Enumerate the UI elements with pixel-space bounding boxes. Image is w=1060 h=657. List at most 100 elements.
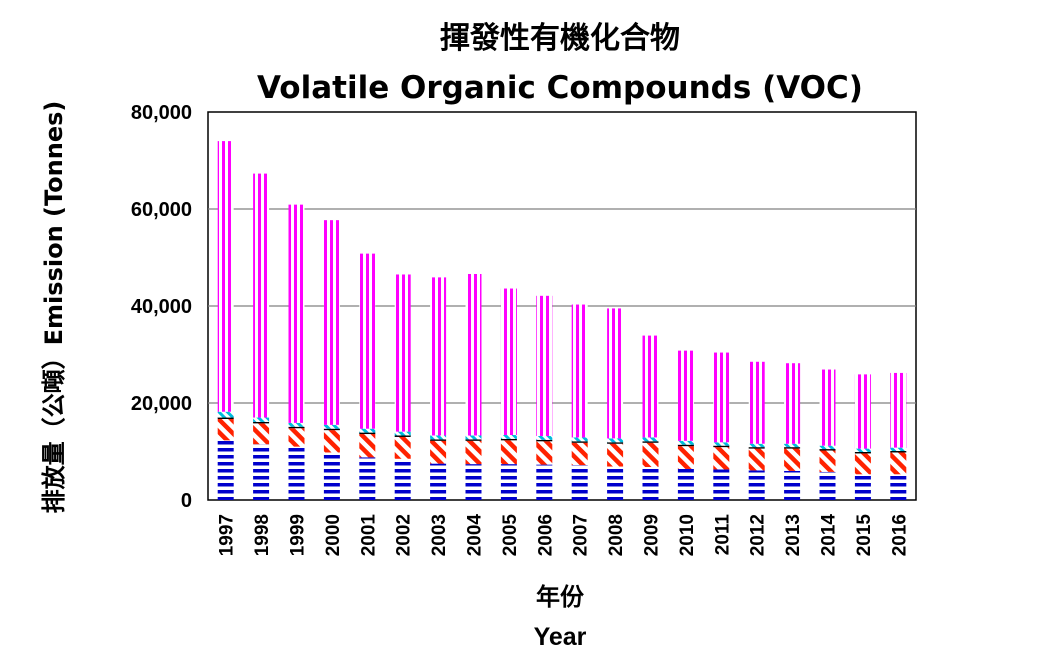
bar-segment	[359, 457, 376, 500]
x-tick-label: 2002	[394, 514, 415, 556]
bar-segment	[253, 423, 270, 445]
bar-segment	[677, 350, 694, 441]
bar-segment	[890, 452, 907, 475]
x-tick-label: 2007	[571, 514, 592, 556]
bar-segment	[784, 363, 801, 444]
bar-segment	[819, 449, 836, 451]
bar-segment	[571, 465, 588, 500]
bar-segment	[288, 428, 305, 447]
bar-segment	[713, 442, 730, 446]
bar-segment	[288, 426, 305, 429]
x-tick-label: 2001	[358, 514, 379, 557]
bar-segment	[642, 335, 659, 438]
bar-segment	[642, 437, 659, 442]
bar-segment	[784, 443, 801, 448]
bar-segment	[571, 442, 588, 466]
bar-segment	[784, 448, 801, 471]
x-tick-label: 2011	[712, 514, 733, 556]
bar-segment	[536, 435, 553, 440]
bar-segment	[500, 438, 517, 441]
bar-segment	[677, 440, 694, 445]
bar-segment	[288, 422, 305, 427]
bar-segment	[607, 443, 624, 467]
y-axis-title: 排放量（公噸）Emission (Tonnes)	[40, 101, 68, 514]
bar-segment	[253, 444, 270, 500]
bar-segment	[394, 458, 411, 500]
bar-segment	[677, 446, 694, 469]
bar-segment	[500, 288, 517, 436]
x-tick-label: 1998	[252, 514, 273, 556]
x-tick-label: 2005	[500, 514, 521, 557]
bar-segment	[323, 428, 340, 431]
bar-segment	[819, 450, 836, 472]
x-axis-title-en: Year	[534, 623, 587, 651]
bar-segment	[500, 440, 517, 465]
bar-segment	[359, 428, 376, 433]
bar-segment	[253, 421, 270, 424]
bar-segment	[819, 369, 836, 446]
x-tick-label: 2014	[819, 514, 840, 557]
bar-segment	[288, 204, 305, 423]
bar-segment	[819, 445, 836, 450]
bar-segment	[359, 434, 376, 458]
bar-segment	[748, 447, 765, 449]
bar-segment	[323, 220, 340, 425]
y-tick-label: 20,000	[131, 393, 192, 415]
bar-segment	[748, 361, 765, 444]
bar-segment	[607, 308, 624, 439]
bar-segment	[430, 277, 447, 436]
bar-segment	[677, 468, 694, 500]
x-tick-label: 1997	[217, 514, 238, 556]
bar-segment	[536, 439, 553, 442]
bar-segment	[430, 463, 447, 500]
x-tick-label: 2009	[642, 514, 663, 556]
y-tick-label: 60,000	[131, 199, 192, 221]
bar-segment	[465, 439, 482, 441]
bar-segment	[323, 424, 340, 429]
bar-segment	[854, 374, 871, 449]
bar-segment	[748, 443, 765, 448]
bar-segment	[890, 447, 907, 452]
x-tick-label: 2015	[854, 514, 875, 557]
x-tick-label: 2013	[783, 514, 804, 556]
bar-segment	[430, 435, 447, 440]
bar-segment	[430, 439, 447, 441]
bar-segment	[677, 444, 694, 447]
bar-segment	[890, 372, 907, 448]
bar-segment	[500, 435, 517, 439]
y-tick-label: 40,000	[131, 296, 192, 318]
bars	[217, 141, 907, 500]
y-axis-ticks: 0 20,000 40,000 60,000 80,000	[131, 102, 192, 512]
bar-segment	[217, 440, 234, 500]
bar-segment	[430, 440, 447, 464]
chart-subtitle: Volatile Organic Compounds (VOC)	[257, 70, 863, 106]
bar-segment	[784, 447, 801, 449]
bar-segment	[713, 469, 730, 500]
bar-segment	[394, 436, 411, 459]
bar-segment	[359, 253, 376, 429]
bar-segment	[890, 451, 907, 453]
bar-segment	[642, 442, 659, 468]
bar-segment	[465, 440, 482, 465]
bar-segment	[500, 464, 517, 500]
bar-segment	[713, 352, 730, 443]
bar-segment	[323, 452, 340, 500]
bar-segment	[465, 273, 482, 436]
bar-segment	[323, 430, 340, 453]
bar-segment	[571, 437, 588, 442]
bar-segment	[394, 274, 411, 432]
x-tick-label: 1999	[288, 514, 309, 556]
x-tick-label: 2000	[323, 514, 344, 556]
bar-segment	[890, 474, 907, 500]
bar-segment	[854, 451, 871, 454]
bar-segment	[394, 435, 411, 437]
bar-segment	[607, 442, 624, 444]
bar-segment	[819, 471, 836, 500]
bar-segment	[642, 441, 659, 443]
x-tick-label: 2003	[429, 514, 450, 556]
bar-segment	[854, 448, 871, 452]
bar-segment	[217, 419, 234, 441]
bar-segment	[713, 447, 730, 470]
x-tick-label: 2016	[889, 514, 910, 556]
chart-title: 揮發性有機化合物	[440, 21, 680, 56]
